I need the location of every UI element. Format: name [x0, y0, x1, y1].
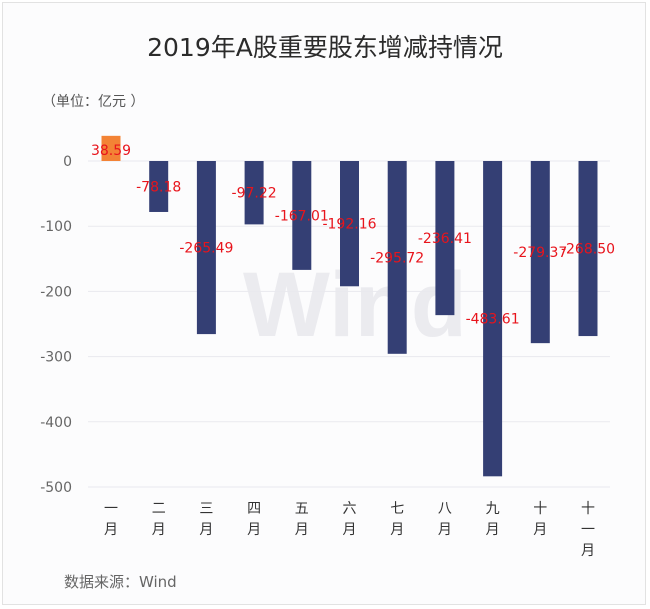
data-label: 38.59: [91, 143, 131, 159]
bar: [101, 135, 121, 161]
y-tick-label: 0: [63, 154, 72, 170]
y-tick-label: -400: [40, 415, 72, 431]
x-tick-label: 八月: [438, 501, 452, 538]
data-label: -279.37: [513, 245, 567, 261]
x-tick-label: 三月: [199, 501, 213, 538]
y-tick-label: -500: [40, 480, 72, 496]
bar: [578, 161, 598, 337]
bar: [483, 161, 503, 477]
bar: [149, 161, 169, 212]
x-tick-label: 十月: [533, 501, 547, 538]
bar: [340, 161, 359, 287]
y-tick-label: -100: [40, 219, 72, 235]
data-label: -236.41: [418, 231, 472, 247]
x-tick-label: 十一月: [581, 501, 595, 559]
y-tick-label: -300: [40, 350, 72, 366]
y-tick-label: -200: [40, 284, 72, 300]
bar: [244, 161, 264, 225]
bar: [435, 161, 455, 316]
x-tick-label: 一月: [104, 501, 118, 538]
chart-title: 2019年A股重要股东增减持情况: [147, 33, 503, 62]
data-label: -483.61: [466, 312, 520, 328]
source-label: 数据来源：Wind: [64, 573, 177, 591]
bar: [387, 161, 407, 354]
bar: [530, 161, 550, 344]
data-label: -192.16: [322, 217, 376, 233]
bar: [292, 161, 312, 270]
x-tick-label: 六月: [343, 501, 357, 538]
data-label: -268.50: [561, 242, 615, 258]
x-tick-label: 七月: [390, 501, 404, 538]
data-label: -78.18: [136, 179, 181, 195]
unit-label: （单位：亿元 ）: [42, 94, 145, 110]
x-tick-label: 二月: [152, 501, 166, 538]
bar: [196, 161, 216, 335]
x-tick-label: 九月: [486, 501, 500, 538]
data-label: -295.72: [370, 250, 424, 266]
x-tick-label: 五月: [295, 501, 309, 538]
data-label: -167.01: [275, 208, 329, 224]
x-tick-label: 四月: [247, 501, 261, 538]
data-label: -97.22: [232, 186, 277, 202]
data-label: -265.49: [179, 241, 233, 257]
